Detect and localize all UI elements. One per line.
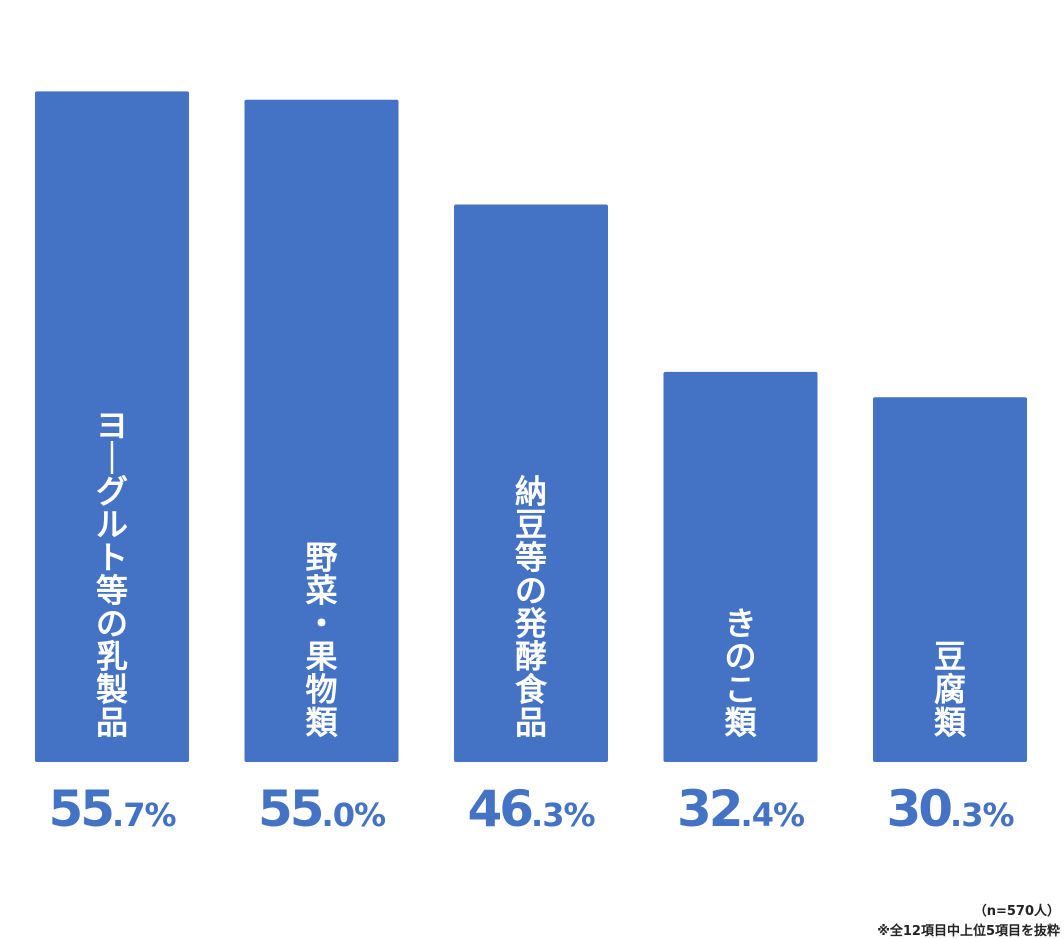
- bar-2: [244, 99, 399, 763]
- value-label-4: 32.4%: [677, 780, 805, 838]
- bar-1: [35, 91, 189, 762]
- bar-label-5: 豆腐類: [934, 638, 967, 742]
- value-label-5: 30.3%: [886, 780, 1014, 838]
- value-label-1: 55.7%: [48, 780, 176, 838]
- source-note: ※全12項目中上位5項目を抜粋: [877, 924, 1060, 939]
- bar-label-1: ヨ｜グルト等の乳製品: [96, 407, 128, 742]
- bar-label-4: きのこ類: [724, 605, 757, 742]
- bar-3: [454, 204, 608, 763]
- bar-label-3: 納豆等の発酵食品: [514, 473, 548, 742]
- bar-4: [663, 371, 818, 762]
- sample-size-note: （n=570人）: [973, 904, 1060, 919]
- value-label-3: 46.3%: [467, 780, 595, 838]
- bar-label-2: 野菜・果物類: [305, 539, 338, 742]
- bar-5: [873, 397, 1027, 762]
- value-label-2: 55.0%: [258, 780, 386, 838]
